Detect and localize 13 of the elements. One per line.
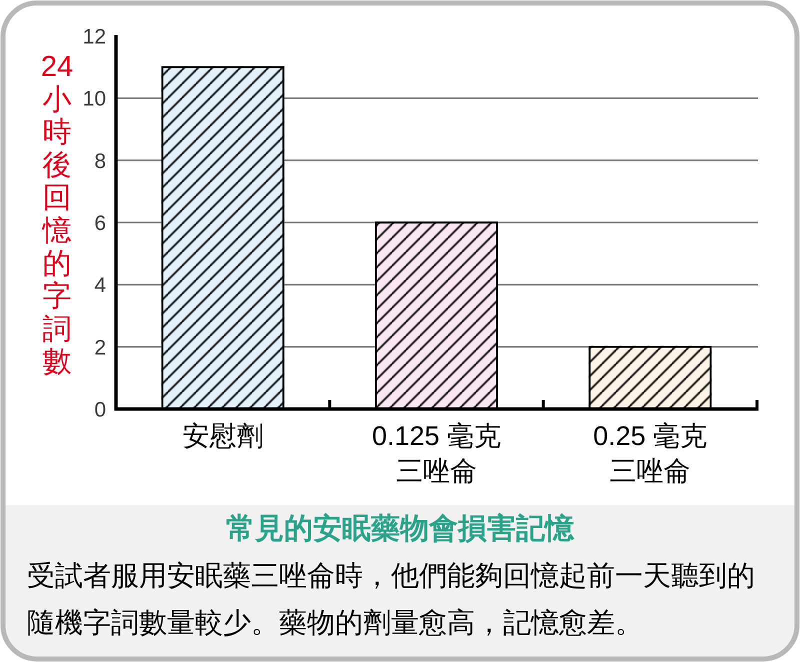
y-tick-label: 6 — [94, 212, 106, 235]
text: 受試者服用安眠藥三唑侖時，他們能夠回憶起前一天聽到的隨機字詞數量較少。藥物的劑量愈高，記憶愈差。 — [27, 560, 756, 641]
text: 24小時後回憶的字詞數 — [40, 51, 74, 378]
y-tick-label: 8 — [94, 150, 106, 173]
y-tick-label: 2 — [94, 336, 106, 360]
text: 常見的安眠藥物會損害記憶 — [226, 512, 575, 545]
x-tick-label: 安慰劑 — [182, 420, 264, 453]
x-tick-label: 0.25 毫克三唑侖 — [592, 420, 708, 488]
y-tick-label: 12 — [82, 26, 106, 48]
y-tick-label: 4 — [94, 274, 106, 298]
y-tick-label: 0 — [94, 398, 106, 422]
y-tick-label: 10 — [82, 88, 106, 111]
x-tick-label: 0.125 毫克三唑侖 — [370, 420, 502, 488]
